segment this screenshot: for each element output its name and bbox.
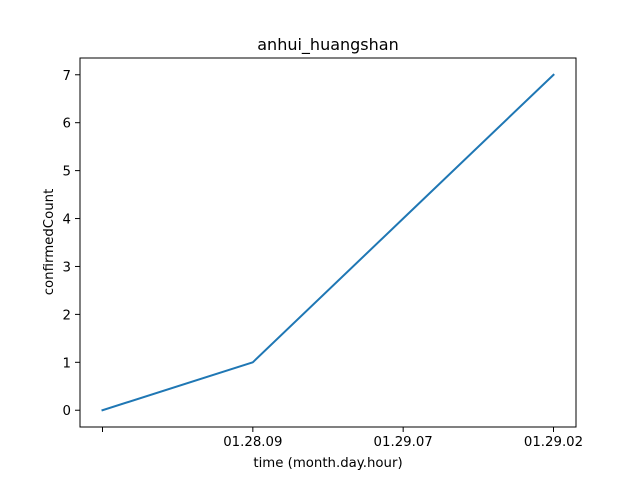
y-tick-label: 6 <box>63 117 71 132</box>
x-tick-label: 01.28.09 <box>223 435 282 450</box>
y-tick-label: 4 <box>63 213 71 228</box>
x-tick-label: 01.29.07 <box>374 435 433 450</box>
y-tick-label: 3 <box>63 260 71 275</box>
y-tick-label: 1 <box>63 356 71 371</box>
plot-frame <box>79 57 577 428</box>
y-tick-label: 7 <box>63 69 71 84</box>
y-tick-label: 5 <box>63 165 71 180</box>
plot-area: 01.28.09 01.29.07 01.29.02 0 1 2 3 4 5 6 7 <box>63 57 583 450</box>
y-tick-label: 2 <box>63 308 71 323</box>
x-axis-title: time (month.day.hour) <box>253 456 402 471</box>
series-line-0 <box>101 73 555 412</box>
y-tick-label: 0 <box>63 404 71 419</box>
y-axis-title: confirmedCount <box>42 189 57 296</box>
x-tick-label: 01.29.02 <box>524 435 583 450</box>
chart-title: anhui_huangshan <box>257 35 398 55</box>
